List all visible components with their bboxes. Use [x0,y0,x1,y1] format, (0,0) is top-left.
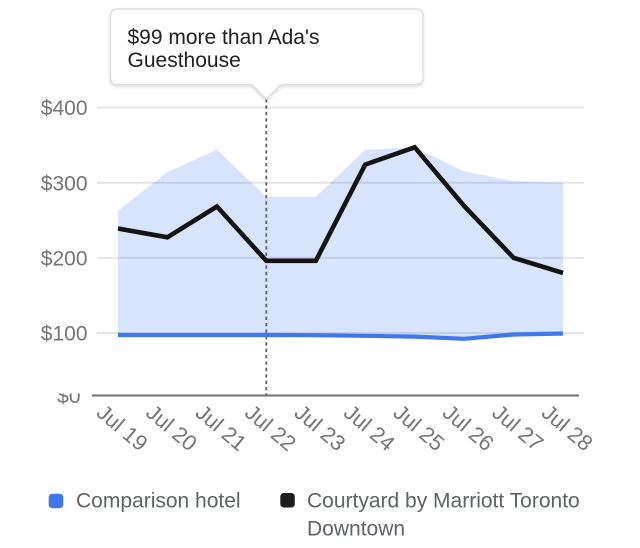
svg-text:Jul 26: Jul 26 [438,399,499,456]
svg-text:$0: $0 [57,385,80,408]
svg-text:Jul 19: Jul 19 [92,399,153,456]
svg-text:Jul 25: Jul 25 [389,399,450,456]
svg-text:$99 more than Ada's: $99 more than Ada's [128,26,320,49]
svg-text:Jul 22: Jul 22 [240,399,301,456]
svg-text:Jul 21: Jul 21 [191,399,252,456]
svg-text:Jul 24: Jul 24 [339,399,400,456]
svg-text:Jul 27: Jul 27 [488,399,549,456]
svg-text:$400: $400 [41,97,88,120]
svg-text:$200: $200 [41,248,88,271]
svg-text:Courtyard by Marriott Toronto: Courtyard by Marriott Toronto [307,490,580,513]
svg-text:Comparison hotel: Comparison hotel [76,490,241,513]
svg-text:$300: $300 [41,172,88,195]
svg-text:Downtown: Downtown [307,518,405,541]
svg-text:Jul 20: Jul 20 [141,399,202,456]
svg-text:Guesthouse: Guesthouse [128,49,241,72]
svg-text:$100: $100 [41,323,88,346]
svg-text:Jul 23: Jul 23 [290,399,351,456]
svg-text:Jul 28: Jul 28 [537,399,598,456]
